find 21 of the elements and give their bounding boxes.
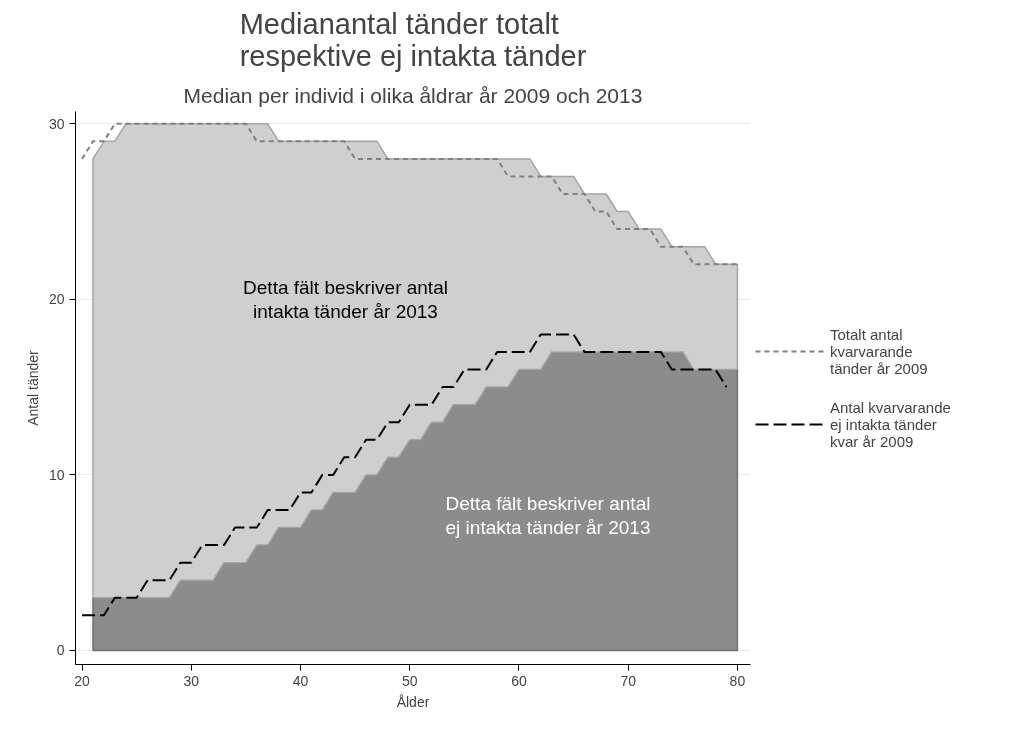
line-series xyxy=(81,122,739,266)
x-tick-label: 40 xyxy=(292,672,309,689)
annotation: Detta fält beskriver antal ej intakta tänder år 2013 xyxy=(445,492,651,538)
chart-title: Medianantal tänder totalt respektive ej intakta tänder xyxy=(239,7,587,72)
annotation: Detta fält beskriver antal intakta tänder år 2013 xyxy=(243,276,448,323)
x-tick-label: 80 xyxy=(729,672,746,689)
x-tick-label: 20 xyxy=(74,672,91,689)
x-tick-label: 60 xyxy=(511,672,527,689)
y-tick-label: 20 xyxy=(48,291,65,308)
y-axis-title: Antal tänder xyxy=(24,349,41,426)
line-series xyxy=(81,333,728,617)
y-tick-label: 10 xyxy=(48,466,65,483)
legend-label: Totalt antal kvarvarande tänder år 2009 xyxy=(830,325,928,377)
x-axis-title: Ålder xyxy=(396,693,430,710)
y-tick-label: 0 xyxy=(56,642,65,659)
x-tick-label: 30 xyxy=(183,672,200,689)
y-tick-label: 30 xyxy=(48,115,65,132)
x-tick-label: 70 xyxy=(620,672,637,689)
legend-label: Antal kvarvarande ej intakta tänder kvar år 2009 xyxy=(830,398,951,450)
x-tick-label: 50 xyxy=(401,672,418,689)
chart-subtitle: Median per individ i olika åldrar år 2009 och 2013 xyxy=(183,83,643,107)
